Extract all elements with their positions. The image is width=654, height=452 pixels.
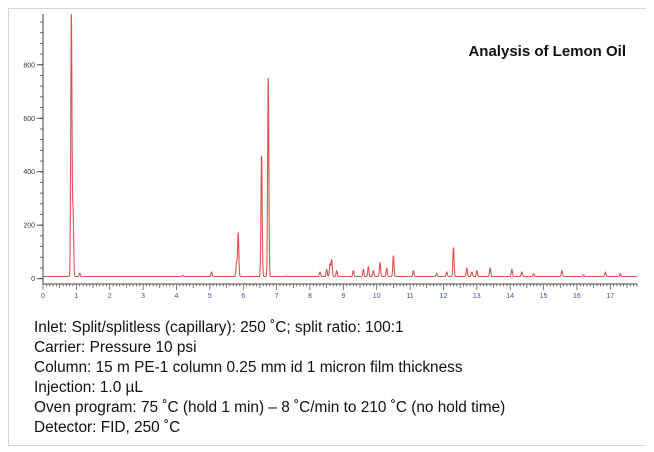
peak-point <box>583 274 584 275</box>
peak-point <box>336 270 337 271</box>
peak-point <box>471 271 472 272</box>
peak-point <box>476 270 477 271</box>
chart-title: Analysis of Lemon Oil <box>468 43 626 60</box>
peak-point <box>331 259 332 260</box>
method-conditions: Inlet: Split/splitless (capillary): 250 … <box>34 318 505 438</box>
x-tick-label: 7 <box>275 293 279 300</box>
peak-point <box>368 266 369 267</box>
x-tick-label: 17 <box>606 293 614 300</box>
y-tick-label: 600 <box>23 116 35 123</box>
chromatogram-trace <box>42 14 638 278</box>
peak-point <box>238 233 239 234</box>
peak-point <box>261 155 262 156</box>
carrier-condition: Carrier: Pressure 10 psi <box>34 339 197 356</box>
x-tick-label: 1 <box>74 293 78 300</box>
peak-point <box>329 263 330 264</box>
peak-point <box>453 247 454 248</box>
oven-program-condition: Oven program: 75 ˚C (hold 1 min) – 8 ˚C/… <box>34 399 506 416</box>
inlet-condition: Inlet: Split/splitless (capillary): 250 … <box>34 319 404 336</box>
x-tick-label: 6 <box>241 293 245 300</box>
x-tick-label: 3 <box>141 293 145 300</box>
peak-point <box>363 269 364 270</box>
x-tick-label: 10 <box>373 293 381 300</box>
column-condition: Column: 15 m PE-1 column 0.25 mm id 1 mi… <box>34 359 463 376</box>
x-tick-label: 13 <box>473 293 481 300</box>
peak-point <box>236 262 237 263</box>
peak-point <box>286 275 287 276</box>
x-tick-label: 5 <box>208 293 212 300</box>
peak-point <box>620 273 621 274</box>
peak-point <box>183 275 184 276</box>
peak-point <box>561 270 562 271</box>
peak-point <box>605 271 606 272</box>
x-tick-label: 11 <box>406 293 413 300</box>
x-tick-label: 4 <box>175 293 179 300</box>
peak-point <box>533 273 534 274</box>
peak-point <box>521 271 522 272</box>
y-tick-label: 0 <box>31 276 35 283</box>
x-tick-label: 14 <box>506 293 514 300</box>
peak-point <box>436 273 437 274</box>
x-tick-label: 16 <box>573 293 581 300</box>
peak-point <box>511 269 512 270</box>
peak-point <box>446 271 447 272</box>
peak-point <box>319 271 320 272</box>
peak-point <box>379 262 380 263</box>
x-tick-label: 15 <box>540 293 548 300</box>
peak-point <box>79 273 80 274</box>
x-tick-label: 8 <box>308 293 312 300</box>
y-tick-label: 400 <box>23 169 35 176</box>
injection-condition: Injection: 1.0 µL <box>34 379 143 396</box>
y-tick-label: 800 <box>23 62 35 69</box>
x-tick-label: 9 <box>341 293 345 300</box>
y-tick-label: 200 <box>23 223 35 230</box>
peak-point <box>466 267 467 268</box>
x-tick-label: 2 <box>108 293 112 300</box>
peak-point <box>373 270 374 271</box>
peak-point <box>71 15 72 16</box>
peak-point <box>211 271 212 272</box>
detector-condition: Detector: FID, 250 ˚C <box>34 419 181 436</box>
peak-point <box>386 267 387 268</box>
x-tick-label: 0 <box>41 293 45 300</box>
peak-point <box>353 270 354 271</box>
peak-point <box>490 267 491 268</box>
trace-group <box>42 14 638 278</box>
x-tick-label: 12 <box>440 293 448 300</box>
peak-point <box>326 269 327 270</box>
peak-point <box>268 78 269 79</box>
peak-point <box>393 255 394 256</box>
peak-point <box>72 211 73 212</box>
peak-point <box>413 270 414 271</box>
figure-frame <box>8 8 646 446</box>
